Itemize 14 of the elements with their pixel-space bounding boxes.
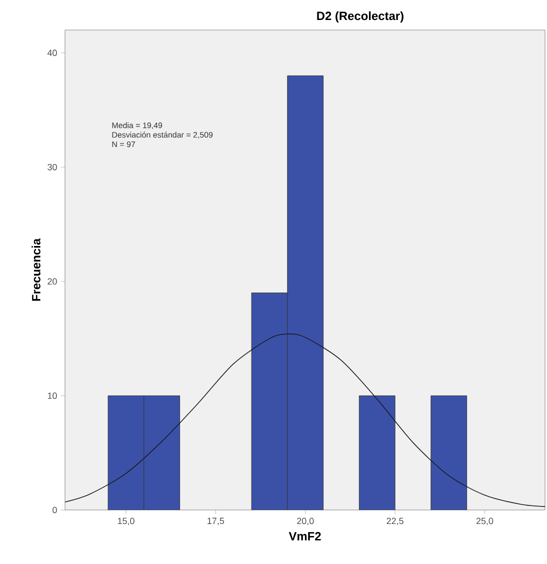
y-tick-label: 10: [48, 392, 57, 399]
y-tick-label: 40: [47, 50, 57, 56]
x-tick-label: 25,0: [476, 518, 494, 526]
x-tick-label: 17,5: [208, 518, 224, 526]
x-tick-label: 15,0: [118, 518, 134, 526]
chart-title: D2 (Recolectar): [317, 11, 404, 22]
y-tick-label: 20: [48, 278, 57, 285]
y-axis-title: Frecuencia: [32, 238, 40, 301]
y-tick-label: 0: [52, 506, 57, 514]
x-tick-label: 22,5: [386, 518, 404, 526]
x-axis-title: VmF2: [288, 532, 321, 540]
x-tick-label: 20,0: [297, 518, 314, 526]
y-tick-label: 30: [48, 164, 57, 170]
line-series: [65, 334, 546, 507]
